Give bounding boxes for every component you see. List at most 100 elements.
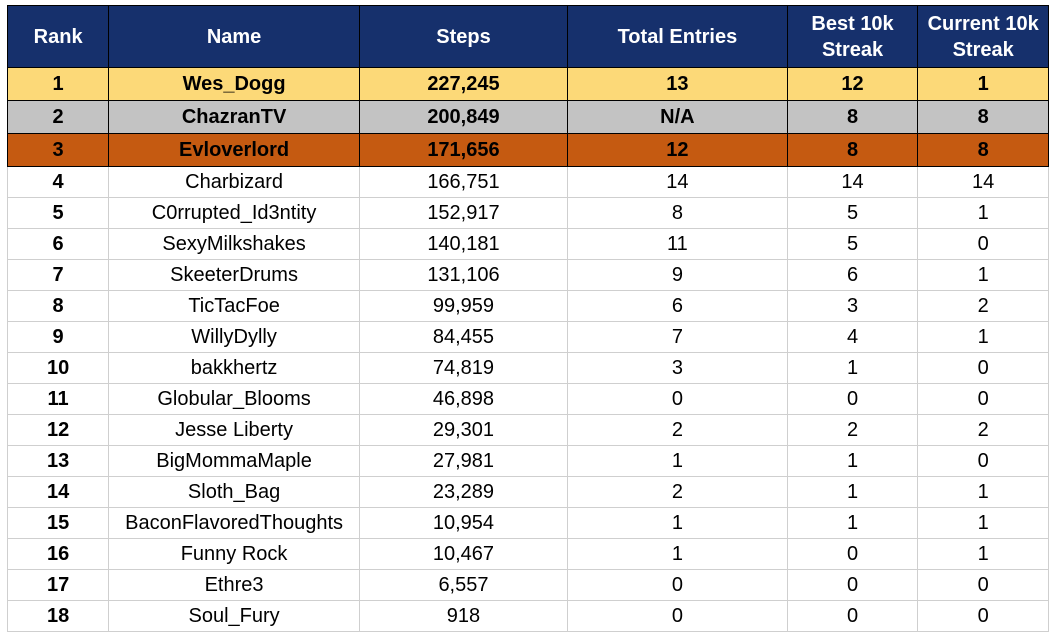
cell-rank: 2 bbox=[6, 100, 110, 134]
header-best-streak-line2: Streak bbox=[821, 38, 884, 61]
cell-rank: 8 bbox=[6, 290, 110, 322]
cell-rank: 10 bbox=[6, 352, 110, 384]
cell-rank: 16 bbox=[6, 538, 110, 570]
cell-steps: 27,981 bbox=[358, 445, 569, 477]
cell-current-streak: 2 bbox=[917, 414, 1049, 446]
table-row: 9 WillyDylly 84,455 7 4 1 bbox=[6, 321, 1049, 353]
cell-steps: 23,289 bbox=[358, 476, 569, 508]
table-row: 1 Wes_Dogg 227,245 13 12 1 bbox=[6, 67, 1049, 101]
cell-name: TicTacFoe bbox=[108, 290, 360, 322]
cell-total-entries: 1 bbox=[567, 445, 788, 477]
cell-total-entries: 0 bbox=[567, 600, 788, 632]
cell-steps: 171,656 bbox=[358, 133, 569, 167]
cell-steps: 10,954 bbox=[358, 507, 569, 539]
header-row: Rank Name Steps Total Entries Best 10k S… bbox=[6, 5, 1049, 68]
cell-steps: 140,181 bbox=[358, 228, 569, 260]
cell-total-entries: 7 bbox=[567, 321, 788, 353]
cell-current-streak: 1 bbox=[917, 538, 1049, 570]
header-best-streak-line1: Best 10k bbox=[811, 12, 894, 35]
cell-name: Jesse Liberty bbox=[108, 414, 360, 446]
cell-name: Ethre3 bbox=[108, 569, 360, 601]
cell-rank: 15 bbox=[6, 507, 110, 539]
cell-name: Funny Rock bbox=[108, 538, 360, 570]
table-row: 6 SexyMilkshakes 140,181 11 5 0 bbox=[6, 228, 1049, 260]
cell-name: BigMommaMaple bbox=[108, 445, 360, 477]
cell-current-streak: 1 bbox=[917, 67, 1049, 101]
cell-total-entries: 14 bbox=[567, 166, 788, 198]
cell-best-streak: 1 bbox=[786, 507, 919, 539]
cell-rank: 3 bbox=[6, 133, 110, 167]
cell-total-entries: 6 bbox=[567, 290, 788, 322]
cell-steps: 29,301 bbox=[358, 414, 569, 446]
cell-steps: 166,751 bbox=[358, 166, 569, 198]
cell-total-entries: 1 bbox=[567, 538, 788, 570]
cell-name: SexyMilkshakes bbox=[108, 228, 360, 260]
cell-name: BaconFlavoredThoughts bbox=[108, 507, 360, 539]
cell-best-streak: 1 bbox=[786, 352, 919, 384]
cell-current-streak: 0 bbox=[917, 445, 1049, 477]
cell-current-streak: 1 bbox=[917, 259, 1049, 291]
cell-best-streak: 1 bbox=[786, 476, 919, 508]
cell-best-streak: 3 bbox=[786, 290, 919, 322]
table-row: 14 Sloth_Bag 23,289 2 1 1 bbox=[6, 476, 1049, 508]
cell-best-streak: 14 bbox=[786, 166, 919, 198]
cell-rank: 11 bbox=[6, 383, 110, 415]
cell-rank: 1 bbox=[6, 67, 110, 101]
cell-total-entries: 9 bbox=[567, 259, 788, 291]
cell-current-streak: 8 bbox=[917, 133, 1049, 167]
cell-steps: 74,819 bbox=[358, 352, 569, 384]
cell-total-entries: 11 bbox=[567, 228, 788, 260]
cell-current-streak: 8 bbox=[917, 100, 1049, 134]
cell-name: C0rrupted_Id3ntity bbox=[108, 197, 360, 229]
cell-steps: 131,106 bbox=[358, 259, 569, 291]
table-header: Rank Name Steps Total Entries Best 10k S… bbox=[6, 5, 1049, 68]
cell-rank: 13 bbox=[6, 445, 110, 477]
cell-steps: 84,455 bbox=[358, 321, 569, 353]
table-row: 3 Evloverlord 171,656 12 8 8 bbox=[6, 133, 1049, 167]
cell-current-streak: 1 bbox=[917, 476, 1049, 508]
cell-current-streak: 2 bbox=[917, 290, 1049, 322]
cell-current-streak: 1 bbox=[917, 321, 1049, 353]
cell-best-streak: 0 bbox=[786, 600, 919, 632]
table-row: 18 Soul_Fury 918 0 0 0 bbox=[6, 600, 1049, 632]
cell-name: Soul_Fury bbox=[108, 600, 360, 632]
cell-best-streak: 5 bbox=[786, 197, 919, 229]
cell-steps: 10,467 bbox=[358, 538, 569, 570]
cell-total-entries: 2 bbox=[567, 476, 788, 508]
cell-current-streak: 1 bbox=[917, 507, 1049, 539]
cell-total-entries: 8 bbox=[567, 197, 788, 229]
cell-total-entries: 13 bbox=[567, 67, 788, 101]
cell-current-streak: 0 bbox=[917, 228, 1049, 260]
table-row: 11 Globular_Blooms 46,898 0 0 0 bbox=[6, 383, 1049, 415]
header-steps: Steps bbox=[358, 5, 569, 68]
cell-best-streak: 0 bbox=[786, 569, 919, 601]
header-current-streak: Current 10k Streak bbox=[917, 5, 1049, 68]
cell-name: bakkhertz bbox=[108, 352, 360, 384]
header-name: Name bbox=[108, 5, 360, 68]
cell-name: Charbizard bbox=[108, 166, 360, 198]
cell-best-streak: 8 bbox=[786, 100, 919, 134]
cell-rank: 5 bbox=[6, 197, 110, 229]
cell-current-streak: 0 bbox=[917, 383, 1049, 415]
cell-steps: 46,898 bbox=[358, 383, 569, 415]
cell-rank: 6 bbox=[6, 228, 110, 260]
cell-current-streak: 0 bbox=[917, 352, 1049, 384]
cell-name: Globular_Blooms bbox=[108, 383, 360, 415]
cell-best-streak: 12 bbox=[786, 67, 919, 101]
cell-name: SkeeterDrums bbox=[108, 259, 360, 291]
cell-best-streak: 6 bbox=[786, 259, 919, 291]
cell-total-entries: 0 bbox=[567, 383, 788, 415]
cell-steps: 227,245 bbox=[358, 67, 569, 101]
table-row: 2 ChazranTV 200,849 N/A 8 8 bbox=[6, 100, 1049, 134]
table-row: 5 C0rrupted_Id3ntity 152,917 8 5 1 bbox=[6, 197, 1049, 229]
cell-total-entries: 3 bbox=[567, 352, 788, 384]
cell-steps: 6,557 bbox=[358, 569, 569, 601]
table-row: 8 TicTacFoe 99,959 6 3 2 bbox=[6, 290, 1049, 322]
cell-name: WillyDylly bbox=[108, 321, 360, 353]
table-row: 10 bakkhertz 74,819 3 1 0 bbox=[6, 352, 1049, 384]
cell-best-streak: 2 bbox=[786, 414, 919, 446]
cell-name: Sloth_Bag bbox=[108, 476, 360, 508]
cell-rank: 18 bbox=[6, 600, 110, 632]
cell-steps: 918 bbox=[358, 600, 569, 632]
cell-best-streak: 0 bbox=[786, 538, 919, 570]
